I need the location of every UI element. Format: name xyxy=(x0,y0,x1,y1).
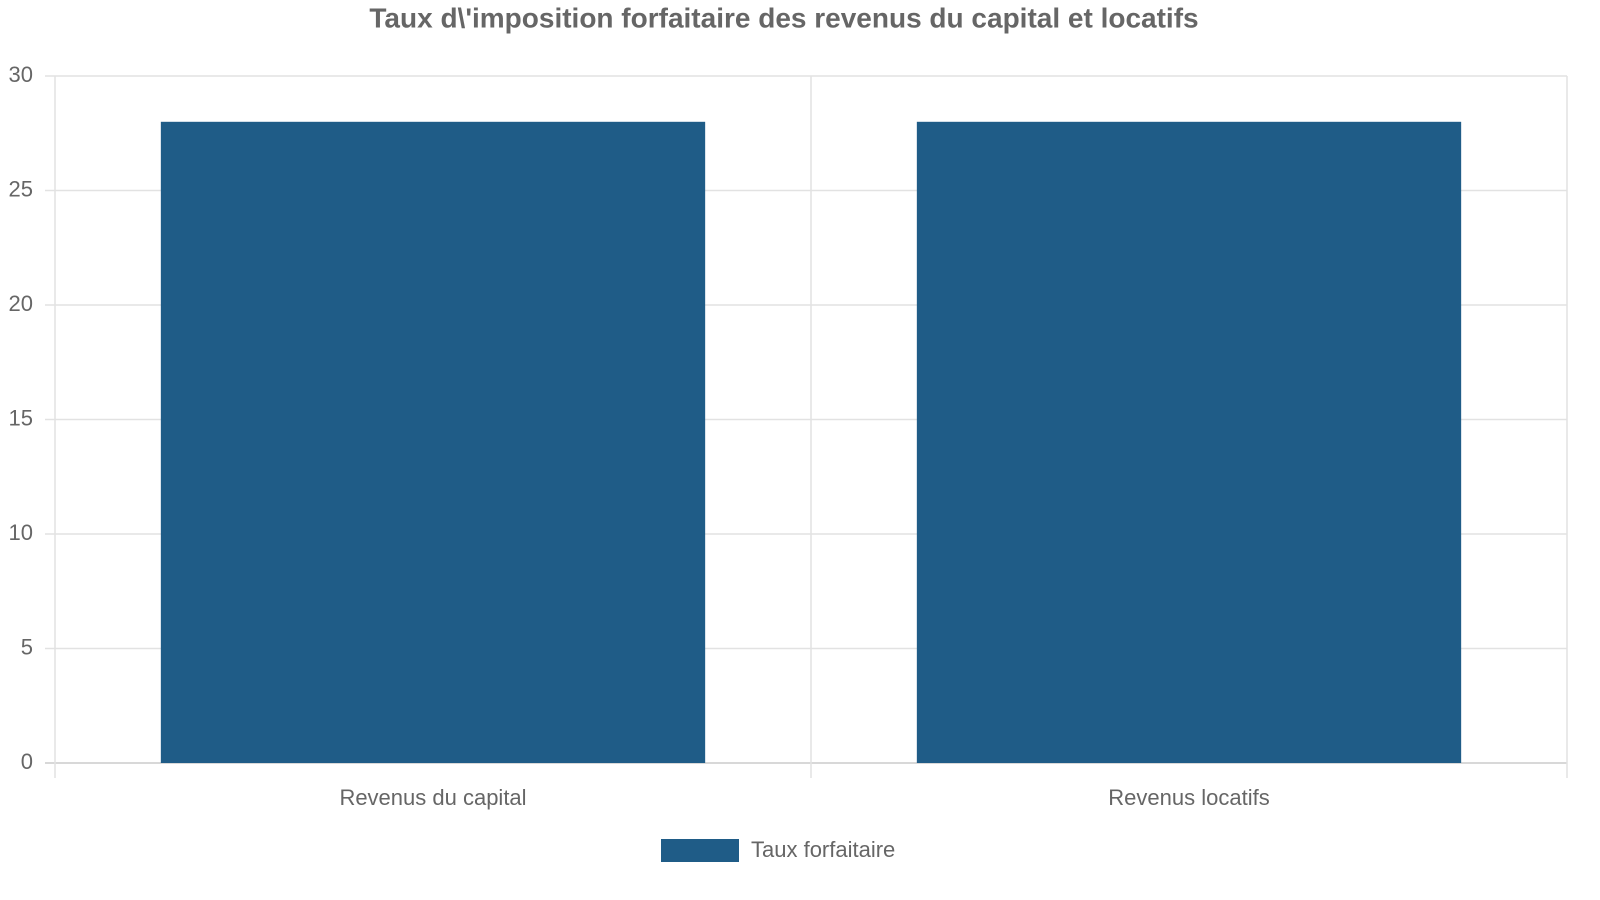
y-tick-label: 10 xyxy=(9,520,33,545)
y-tick-label: 5 xyxy=(21,634,33,659)
y-tick-label: 25 xyxy=(9,176,33,201)
legend-label: Taux forfaitaire xyxy=(751,837,895,862)
x-tick-label: Revenus du capital xyxy=(339,785,526,810)
bar xyxy=(160,121,706,764)
legend-swatch xyxy=(661,839,739,862)
bar xyxy=(916,121,1462,764)
y-tick-label: 20 xyxy=(9,291,33,316)
x-tick-label: Revenus locatifs xyxy=(1108,785,1269,810)
chart-title: Taux d\'imposition forfaitaire des reven… xyxy=(369,2,1198,33)
y-tick-label: 15 xyxy=(9,405,33,430)
y-tick-label: 30 xyxy=(9,62,33,87)
y-tick-label: 0 xyxy=(21,749,33,774)
